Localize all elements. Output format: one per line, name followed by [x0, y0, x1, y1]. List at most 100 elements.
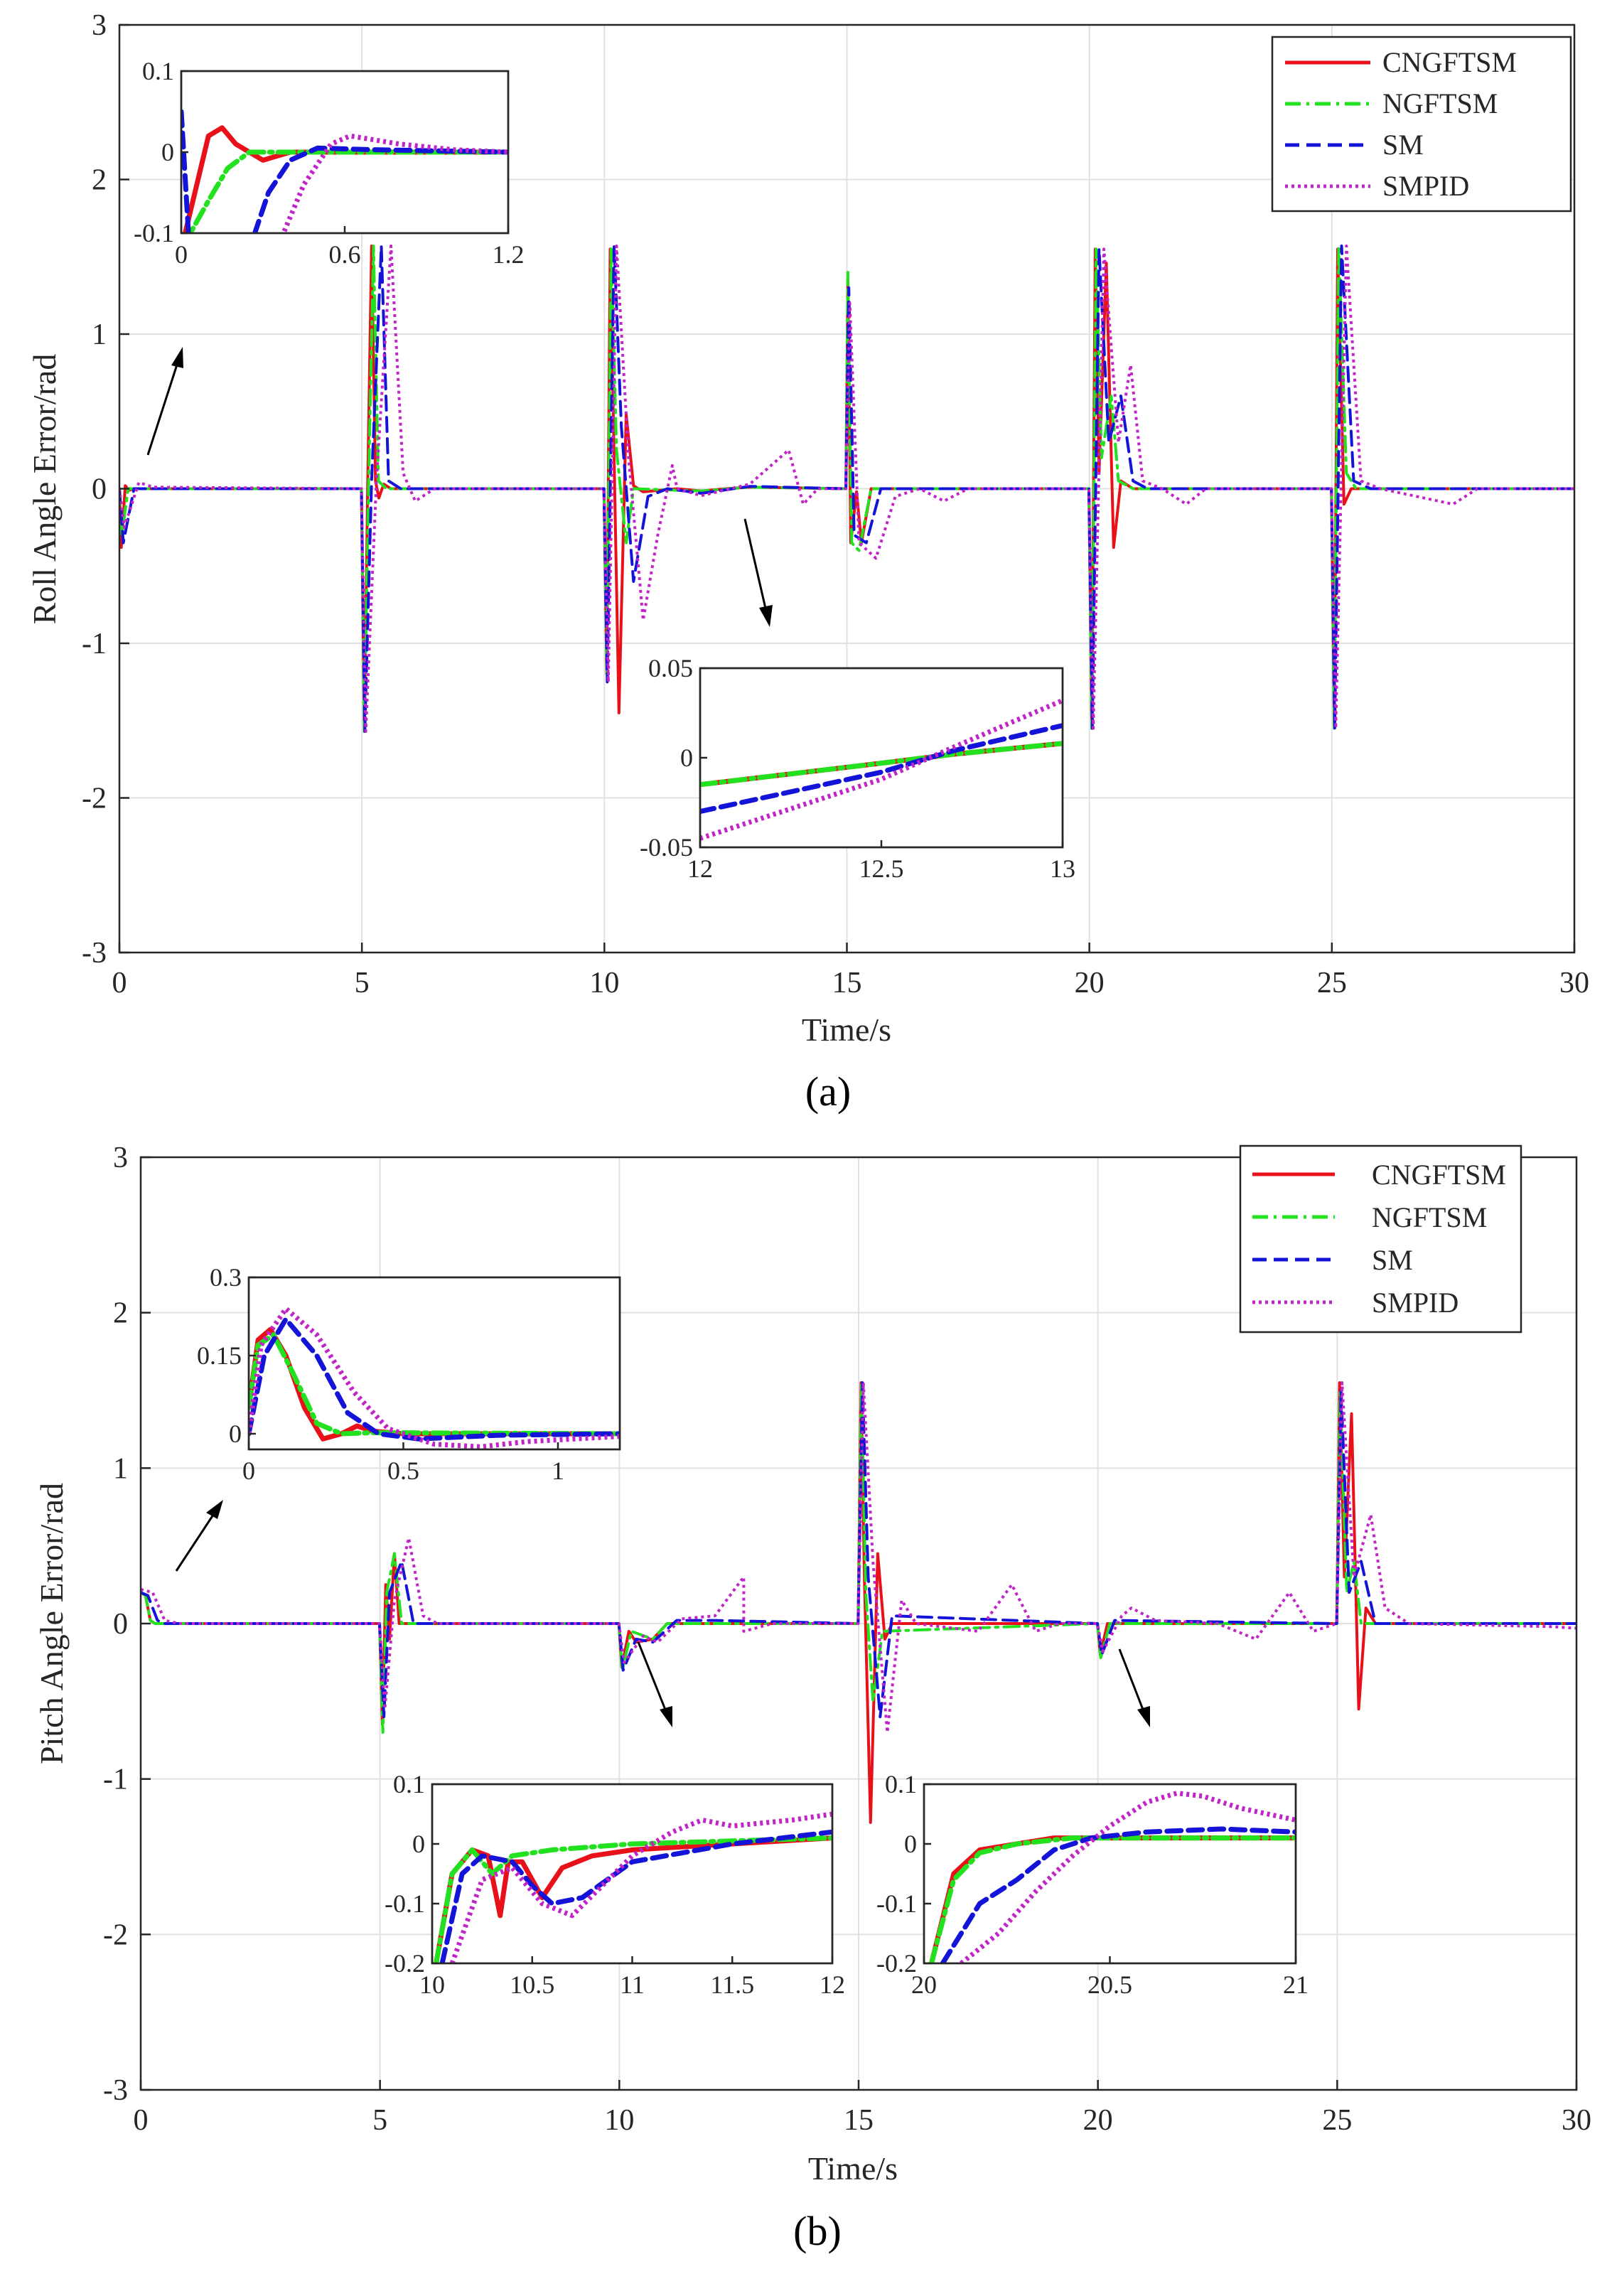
- xtick-label-a-5: 25: [1317, 967, 1347, 999]
- xtick-label-a-4: 20: [1075, 967, 1105, 999]
- ytick-label-a-6: 3: [92, 9, 107, 42]
- ylabel-b: Pitch Angle Error/rad: [33, 1483, 70, 1764]
- inset-xtick-label-b2-3: 11.5: [710, 1970, 754, 1999]
- inset-a2-series-ngftsm: [700, 741, 1063, 788]
- inset-xtick-label-b3-1: 20.5: [1087, 1970, 1132, 1999]
- ytick-label-b-5: 2: [113, 1297, 128, 1330]
- ytick-label-a-1: -2: [82, 783, 107, 815]
- inset-xtick-label-b2-0: 10: [419, 1970, 445, 1999]
- inset-ytick-label-b2-0: -0.2: [385, 1949, 425, 1978]
- xtick-label-b-4: 20: [1083, 2104, 1113, 2137]
- inset-ytick-label-a2-2: 0.05: [648, 654, 693, 682]
- xtick-label-b-3: 15: [844, 2104, 874, 2137]
- inset-ytick-label-b1-2: 0.3: [210, 1263, 242, 1292]
- series-b: [141, 1381, 1576, 1824]
- inset-xtick-label-a2-0: 12: [687, 854, 713, 883]
- xtick-label-a-6: 30: [1559, 967, 1589, 999]
- legend-label-smpid-b: SMPID: [1372, 1287, 1458, 1319]
- main-a-series-sm: [119, 245, 1574, 733]
- inset-b3: 20 20.5 21 -0.2 -0.1 0 0.1: [876, 1770, 1309, 1999]
- inset-frame-b3: [923, 1783, 1297, 1965]
- legend-label-sm-a: SM: [1382, 129, 1424, 161]
- xtick-label-b-5: 25: [1322, 2104, 1352, 2137]
- inset-ytick-label-a2-0: -0.05: [640, 833, 693, 862]
- legend-label-cngftsm-b: CNGFTSM: [1372, 1159, 1506, 1191]
- caption-b: (b): [793, 2208, 842, 2254]
- legend-label-smpid-a: SMPID: [1382, 170, 1469, 202]
- inset-ytick-label-b3-0: -0.2: [876, 1949, 917, 1978]
- legend-label-ngftsm-b: NGFTSM: [1372, 1201, 1487, 1233]
- inset-b2-ticks: 10 10.5 11 11.5 12 -0.2 -0.1 0 0.1: [385, 1770, 845, 1999]
- arrow-head-b3: [1137, 1706, 1150, 1727]
- inset-b1-series-smpid: [249, 1306, 620, 1449]
- legend-box-a: [1271, 36, 1572, 213]
- xlabel-a: Time/s: [802, 1012, 891, 1048]
- legend-label-sm-b: SM: [1372, 1244, 1413, 1276]
- xtick-label-b-0: 0: [134, 2104, 149, 2137]
- inset-ytick-label-b3-3: 0.1: [885, 1770, 917, 1798]
- ytick-label-a-3: 0: [92, 473, 107, 506]
- legend-label-ngftsm-a: NGFTSM: [1382, 87, 1498, 119]
- inset-ytick-label-a1-2: 0.1: [142, 57, 174, 85]
- inset-xtick-label-a1-1: 0.6: [329, 240, 361, 269]
- xtick-label-b-2: 10: [604, 2104, 634, 2137]
- inset-xtick-label-b1-2: 1: [552, 1457, 564, 1485]
- arrows-a: [146, 347, 773, 627]
- inset-b2-series: [434, 1811, 832, 1963]
- arrow-line-b3: [1118, 1648, 1146, 1714]
- inset-ytick-label-b1-0: 0: [229, 1420, 242, 1448]
- inset-ytick-label-b2-2: 0: [412, 1830, 425, 1858]
- legend-label-cngftsm-a: CNGFTSM: [1382, 46, 1517, 78]
- inset-frame-a2: [699, 667, 1064, 849]
- ytick-label-b-1: -2: [103, 1919, 128, 1951]
- inset-xtick-label-a2-1: 12.5: [859, 854, 904, 883]
- inset-b3-series: [929, 1791, 1296, 1963]
- ytick-label-b-3: 0: [113, 1608, 128, 1641]
- arrow-line-b2: [637, 1641, 668, 1714]
- inset-ytick-label-b2-1: -0.1: [385, 1889, 425, 1918]
- ytick-label-b-0: -3: [103, 2074, 128, 2107]
- ytick-label-a-2: -1: [82, 628, 107, 660]
- inset-a2-series-smpid: [700, 698, 1063, 841]
- ylabel-a: Roll Angle Error/rad: [26, 354, 63, 625]
- inset-xtick-label-b1-1: 0.5: [387, 1457, 419, 1485]
- inset-b2-series-smpid: [449, 1811, 832, 1963]
- inset-frame-b1: [247, 1276, 621, 1451]
- inset-ytick-label-a1-0: -0.1: [134, 219, 174, 247]
- series-a: [119, 245, 1574, 733]
- inset-ytick-label-b3-2: 0: [904, 1830, 917, 1858]
- legend-b: CNGFTSM NGFTSM SM SMPID: [1239, 1144, 1522, 1334]
- inset-xtick-label-b2-2: 11: [620, 1970, 645, 1999]
- arrow-head-a1: [171, 347, 183, 368]
- xlabel-b: Time/s: [808, 2150, 898, 2187]
- inset-ytick-label-b2-3: 0.1: [393, 1770, 425, 1798]
- arrows-b: [175, 1500, 1150, 1727]
- inset-xtick-label-b2-4: 12: [820, 1970, 845, 1999]
- inset-xtick-label-a2-2: 13: [1050, 854, 1075, 883]
- inset-b3-ticks: 20 20.5 21 -0.2 -0.1 0 0.1: [876, 1770, 1309, 1999]
- inset-b2-series-ngftsm: [434, 1835, 832, 1963]
- inset-b1-series-sm: [249, 1316, 620, 1442]
- inset-b1-series: [249, 1306, 620, 1449]
- inset-b2: 10 10.5 11 11.5 12 -0.2 -0.1 0 0.1: [385, 1770, 845, 1999]
- inset-b1-ticks: 0 0.5 1 0 0.15 0.3: [197, 1263, 564, 1485]
- caption-a: (a): [805, 1068, 851, 1115]
- legend-a: CNGFTSM NGFTSM SM SMPID: [1271, 36, 1572, 213]
- ytick-label-a-0: -3: [82, 937, 107, 970]
- inset-xtick-label-b1-0: 0: [242, 1457, 255, 1485]
- inset-a1-series: [181, 109, 508, 233]
- inset-xtick-label-b2-1: 10.5: [510, 1970, 554, 1999]
- inset-a1-series-sm: [181, 109, 508, 233]
- arrow-head-b1: [206, 1500, 223, 1519]
- inset-a2-series: [700, 698, 1063, 841]
- inset-b1: 0 0.5 1 0 0.15 0.3: [197, 1263, 621, 1485]
- inset-xtick-label-b3-2: 21: [1283, 1970, 1309, 1999]
- inset-border-b1: [247, 1276, 621, 1451]
- inset-xtick-label-a1-0: 0: [175, 240, 188, 269]
- inset-a1: 0 0.6 1.2-0.100.1: [134, 57, 525, 269]
- inset-xtick-label-b3-0: 20: [911, 1970, 937, 1999]
